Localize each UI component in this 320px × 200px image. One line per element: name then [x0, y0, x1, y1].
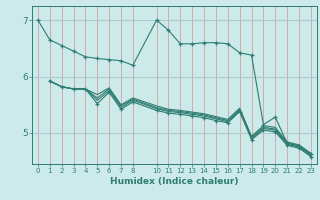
X-axis label: Humidex (Indice chaleur): Humidex (Indice chaleur) — [110, 177, 239, 186]
